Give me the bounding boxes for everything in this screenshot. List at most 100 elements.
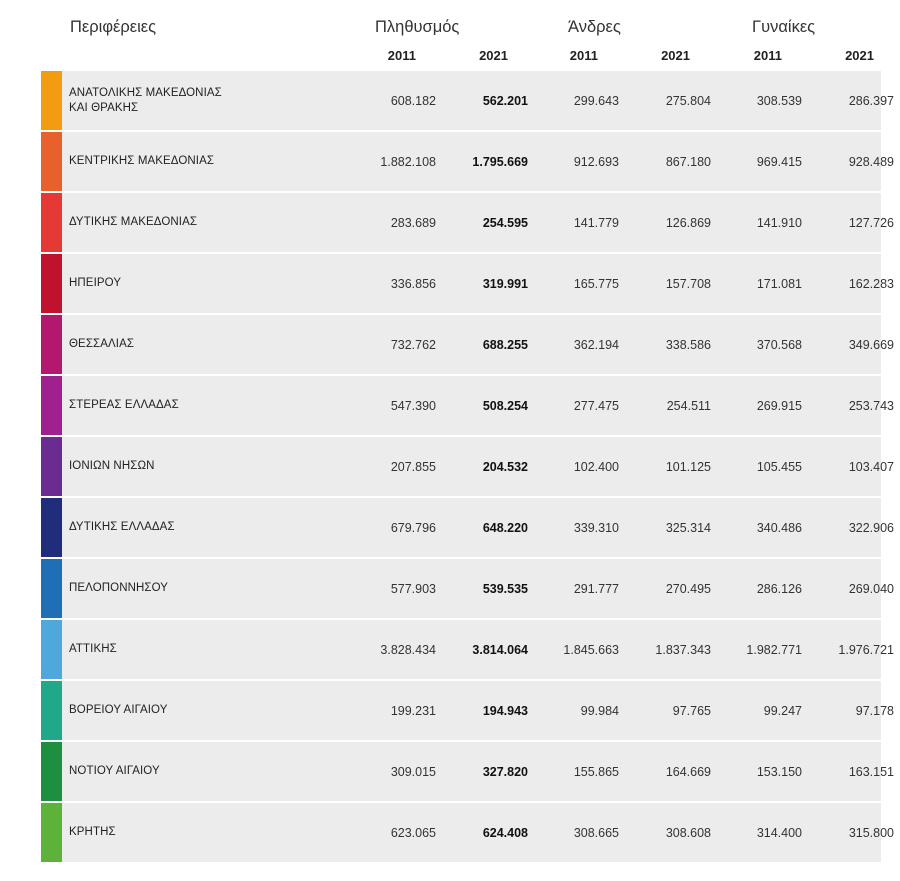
cell-men2021: 97.765 bbox=[672, 703, 711, 718]
cell-pop2021: 204.532 bbox=[482, 459, 528, 474]
cell-pop2011: 199.231 bbox=[390, 703, 436, 718]
region-name: ΑΝΑΤΟΛΙΚΗΣ ΜΑΚΕΔΟΝΙΑΣ ΚΑΙ ΘΡΑΚΗΣ bbox=[69, 86, 222, 114]
cell-women2021: 1.976.721 bbox=[838, 642, 894, 657]
table-row: ΔΥΤΙΚΗΣ ΜΑΚΕΔΟΝΙΑΣ 283.689 254.595 141.779 1… bbox=[41, 193, 894, 252]
table-row: ΑΝΑΤΟΛΙΚΗΣ ΜΑΚΕΔΟΝΙΑΣ ΚΑΙ ΘΡΑΚΗΣ 608.182 5… bbox=[41, 71, 894, 130]
cell-men2021: 1.837.343 bbox=[655, 642, 711, 657]
cell-men2011: 339.310 bbox=[573, 520, 619, 535]
cell-women2011: 1.982.771 bbox=[746, 642, 802, 657]
region-color-bar bbox=[41, 559, 62, 618]
population-2021-header: 2021 bbox=[479, 48, 508, 63]
cell-women2011: 969.415 bbox=[756, 154, 802, 169]
region-color-bar bbox=[41, 315, 62, 374]
cell-men2011: 299.643 bbox=[573, 93, 619, 108]
region-color-bar bbox=[41, 132, 62, 191]
table-row: ΚΡΗΤΗΣ 623.065 624.408 308.665 308.608 314.40… bbox=[41, 803, 894, 862]
cell-women2011: 105.455 bbox=[756, 459, 802, 474]
cell-women2021: 928.489 bbox=[848, 154, 894, 169]
cell-women2021: 127.726 bbox=[848, 215, 894, 230]
men-2021-header: 2021 bbox=[661, 48, 690, 63]
cell-women2011: 286.126 bbox=[756, 581, 802, 596]
cell-men2021: 270.495 bbox=[665, 581, 711, 596]
cell-men2021: 254.511 bbox=[666, 398, 711, 413]
cell-men2011: 291.777 bbox=[573, 581, 619, 596]
cell-women2011: 314.400 bbox=[756, 825, 802, 840]
regions-header: Περιφέρειες bbox=[70, 18, 157, 36]
table-row: ΚΕΝΤΡΙΚΗΣ ΜΑΚΕΔΟΝΙΑΣ 1.882.108 1.795.669 91… bbox=[41, 132, 894, 191]
table-row: ΝΟΤΙΟΥ ΑΙΓΑΙΟΥ 309.015 327.820 155.865 164.6… bbox=[41, 742, 894, 801]
table-row: ΗΠΕΙΡΟΥ 336.856 319.991 165.775 157.708 171.0… bbox=[41, 254, 894, 313]
women-header: Γυναίκες bbox=[752, 18, 816, 36]
cell-pop2011: 1.882.108 bbox=[380, 154, 436, 169]
cell-pop2021: 508.254 bbox=[482, 398, 528, 413]
table-row: ΘΕΣΣΑΛΙΑΣ 732.762 688.255 362.194 338.586 370… bbox=[41, 315, 894, 374]
cell-pop2011: 547.390 bbox=[390, 398, 436, 413]
region-color-bar bbox=[41, 376, 62, 435]
cell-pop2021: 327.820 bbox=[482, 764, 528, 779]
region-color-bar bbox=[41, 498, 62, 557]
region-name: ΔΥΤΙΚΗΣ ΜΑΚΕΔΟΝΙΑΣ bbox=[69, 216, 198, 228]
cell-men2021: 308.608 bbox=[665, 825, 711, 840]
cell-pop2011: 283.689 bbox=[390, 215, 436, 230]
population-header: Πληθυσμός bbox=[375, 18, 460, 36]
cell-pop2021: 688.255 bbox=[482, 337, 528, 352]
cell-men2011: 1.845.663 bbox=[563, 642, 619, 657]
cell-pop2021: 539.535 bbox=[482, 581, 528, 596]
cell-men2011: 141.779 bbox=[573, 215, 619, 230]
cell-men2021: 157.708 bbox=[665, 276, 711, 291]
region-name: ΗΠΕΙΡΟΥ bbox=[69, 277, 122, 289]
table-row: ΒΟΡΕΙΟΥ ΑΙΓΑΙΟΥ 199.231 194.943 99.984 97.76… bbox=[41, 681, 894, 740]
cell-women2021: 162.283 bbox=[848, 276, 894, 291]
cell-men2011: 99.984 bbox=[580, 703, 619, 718]
cell-women2011: 141.910 bbox=[756, 215, 802, 230]
table-row: ΙΟΝΙΩΝ ΝΗΣΩΝ 207.855 204.532 102.400 101.125… bbox=[41, 437, 894, 496]
cell-women2021: 349.669 bbox=[848, 337, 894, 352]
table-row: ΠΕΛΟΠΟΝΝΗΣΟΥ 577.903 539.535 291.777 270.495… bbox=[41, 559, 894, 618]
cell-men2021: 126.869 bbox=[665, 215, 711, 230]
women-2011-header: 2011 bbox=[753, 48, 782, 63]
cell-pop2011: 608.182 bbox=[390, 93, 436, 108]
region-name: ΠΕΛΟΠΟΝΝΗΣΟΥ bbox=[69, 582, 169, 594]
region-name: ΑΤΤΙΚΗΣ bbox=[69, 643, 117, 655]
cell-pop2011: 309.015 bbox=[390, 764, 436, 779]
cell-women2011: 269.915 bbox=[756, 398, 802, 413]
table-row: ΔΥΤΙΚΗΣ ΕΛΛΑΔΑΣ 679.796 648.220 339.310 325.… bbox=[41, 498, 894, 557]
region-name: ΔΥΤΙΚΗΣ ΕΛΛΑΔΑΣ bbox=[69, 521, 175, 533]
cell-pop2011: 732.762 bbox=[390, 337, 436, 352]
cell-pop2011: 577.903 bbox=[390, 581, 436, 596]
cell-women2021: 286.397 bbox=[848, 93, 894, 108]
region-color-bar bbox=[41, 254, 62, 313]
cell-women2021: 322.906 bbox=[848, 520, 894, 535]
cell-men2011: 165.775 bbox=[573, 276, 619, 291]
cell-pop2021: 562.201 bbox=[482, 93, 528, 108]
region-color-bar bbox=[41, 681, 62, 740]
region-name: ΣΤΕΡΕΑΣ ΕΛΛΑΔΑΣ bbox=[69, 399, 179, 411]
women-2021-header: 2021 bbox=[845, 48, 874, 63]
cell-men2011: 102.400 bbox=[573, 459, 619, 474]
region-color-bar bbox=[41, 742, 62, 801]
cell-men2011: 155.865 bbox=[573, 764, 619, 779]
regions-table: ΑΝΑΤΟΛΙΚΗΣ ΜΑΚΕΔΟΝΙΑΣ ΚΑΙ ΘΡΑΚΗΣ 608.182 5… bbox=[41, 71, 894, 864]
region-name: ΝΟΤΙΟΥ ΑΙΓΑΙΟΥ bbox=[69, 765, 160, 777]
region-name: ΚΕΝΤΡΙΚΗΣ ΜΑΚΕΔΟΝΙΑΣ bbox=[69, 155, 215, 167]
cell-women2011: 153.150 bbox=[756, 764, 802, 779]
population-2011-header: 2011 bbox=[387, 48, 416, 63]
cell-women2021: 253.743 bbox=[848, 398, 894, 413]
cell-women2011: 308.539 bbox=[756, 93, 802, 108]
cell-women2021: 103.407 bbox=[848, 459, 894, 474]
men-2011-header: 2011 bbox=[569, 48, 598, 63]
cell-women2011: 171.081 bbox=[756, 276, 802, 291]
cell-men2011: 308.665 bbox=[573, 825, 619, 840]
cell-men2021: 338.586 bbox=[665, 337, 711, 352]
cell-pop2021: 648.220 bbox=[482, 520, 528, 535]
cell-women2021: 269.040 bbox=[848, 581, 894, 596]
region-name: ΒΟΡΕΙΟΥ ΑΙΓΑΙΟΥ bbox=[69, 704, 168, 716]
region-color-bar bbox=[41, 803, 62, 862]
cell-women2011: 99.247 bbox=[763, 703, 802, 718]
cell-women2021: 315.800 bbox=[848, 825, 894, 840]
cell-pop2011: 336.856 bbox=[390, 276, 436, 291]
region-name: ΚΡΗΤΗΣ bbox=[69, 826, 116, 838]
table-row: ΑΤΤΙΚΗΣ 3.828.434 3.814.064 1.845.663 1.837.… bbox=[41, 620, 894, 679]
men-header: Άνδρες bbox=[568, 18, 621, 36]
cell-pop2011: 207.855 bbox=[390, 459, 436, 474]
